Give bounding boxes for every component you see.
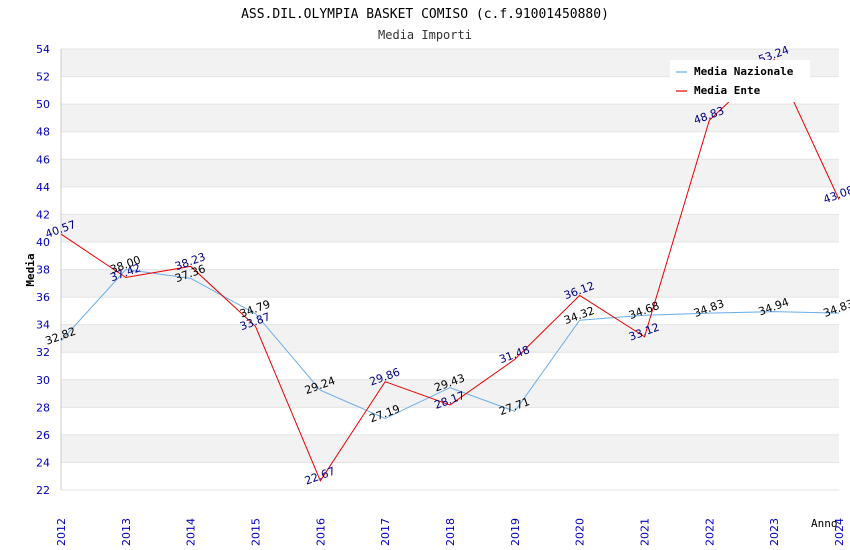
y-tick-label: 24 [36,456,50,469]
data-label: 34.83 [822,297,850,320]
y-axis-title: Media [24,253,37,286]
y-tick-label: 38 [36,264,50,277]
y-tick-label: 42 [36,208,50,221]
grid-bands [61,49,839,463]
data-label: 34.68 [627,299,661,322]
y-tick-label: 34 [36,319,50,332]
grid-band [61,104,839,132]
x-tick-label: 2020 [574,518,587,546]
x-tick-label: 2018 [444,518,457,546]
y-tick-label: 44 [36,181,50,194]
x-tick-label: 2023 [768,518,781,546]
legend-label-media-ente: Media Ente [694,84,761,97]
grid-band [61,434,839,463]
y-tick-label: 32 [36,346,50,359]
chart-subtitle: Media Importi [378,28,472,42]
grid-lines [61,48,839,491]
grid-band [61,214,839,242]
y-tick-label: 40 [36,236,50,249]
y-tick-label: 46 [36,153,50,166]
data-label: 22.67 [303,465,337,488]
x-tick-label: 2012 [55,518,68,546]
x-tick-label: 2014 [185,518,198,546]
legend-label-media-nazionale: Media Nazionale [694,65,794,78]
y-tick-label: 36 [36,291,50,304]
grid-band [61,269,839,298]
series-lines [60,58,840,482]
y-tick-label: 48 [36,126,50,139]
y-tick-label: 26 [36,429,50,442]
x-tick-label: 2016 [314,518,327,546]
x-tick-label: 2015 [250,518,263,546]
x-tick-label: 2013 [120,518,133,546]
x-tick-label: 2017 [379,518,392,546]
series-line-media-ente [60,58,840,482]
x-tick-label: 2024 [833,518,846,546]
x-tick-label: 2021 [639,518,652,546]
series-line-media-nazionale [60,268,840,420]
grid-band [61,159,839,187]
data-label: 34.94 [757,296,791,319]
y-axis-ticks: 22 24 26 28 30 32 34 36 38 40 42 44 46 48 50 52 54 [36,43,50,497]
legend: Media Nazionale Media Ente [670,60,810,102]
grid-band [61,324,839,353]
grid-band [61,379,839,408]
x-tick-label: 2019 [509,518,522,546]
x-axis-ticks: 2012 2013 2014 2015 2016 2017 2018 2019 2020 2021… [55,518,846,546]
y-tick-label: 30 [36,374,50,387]
chart-title: ASS.DIL.OLYMPIA BASKET COMISO (c.f.91001… [241,7,609,22]
x-tick-label: 2022 [703,518,716,546]
y-tick-label: 22 [36,484,50,497]
data-label: 34.83 [692,297,726,320]
y-tick-label: 54 [36,43,50,56]
y-tick-label: 28 [36,401,50,414]
x-axis-title: Anno [811,517,838,530]
y-tick-label: 52 [36,71,50,84]
y-tick-label: 50 [36,98,50,111]
legend-box [670,60,810,102]
